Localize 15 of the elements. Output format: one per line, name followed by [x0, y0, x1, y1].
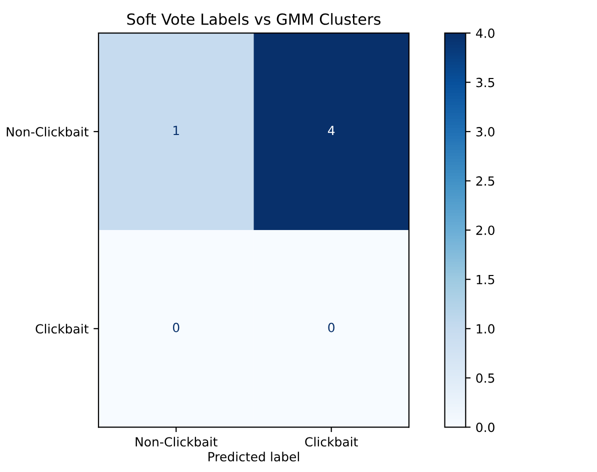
color-bar-label: 1.5 [476, 275, 494, 284]
color-bar-label: 1.0 [476, 324, 494, 334]
data-label: 4 [328, 126, 335, 136]
x-axis-title: Predicted label [208, 452, 299, 462]
data-label: 0 [328, 322, 334, 332]
color-bar-label: 3.5 [476, 78, 494, 88]
color-bar-label: 4.0 [476, 28, 494, 38]
color-bar-label: 0.5 [476, 373, 494, 383]
data-label: 0 [172, 322, 180, 332]
color-bar-label: 2.5 [476, 176, 494, 186]
chart-title: Soft Vote Labels vs GMM Clusters [127, 13, 380, 25]
data-label: 1 [174, 126, 179, 136]
color-bar-label: 3.0 [476, 127, 494, 136]
color-bar-label: 2.0 [476, 226, 494, 236]
color-bar-label: 0.0 [476, 422, 494, 432]
